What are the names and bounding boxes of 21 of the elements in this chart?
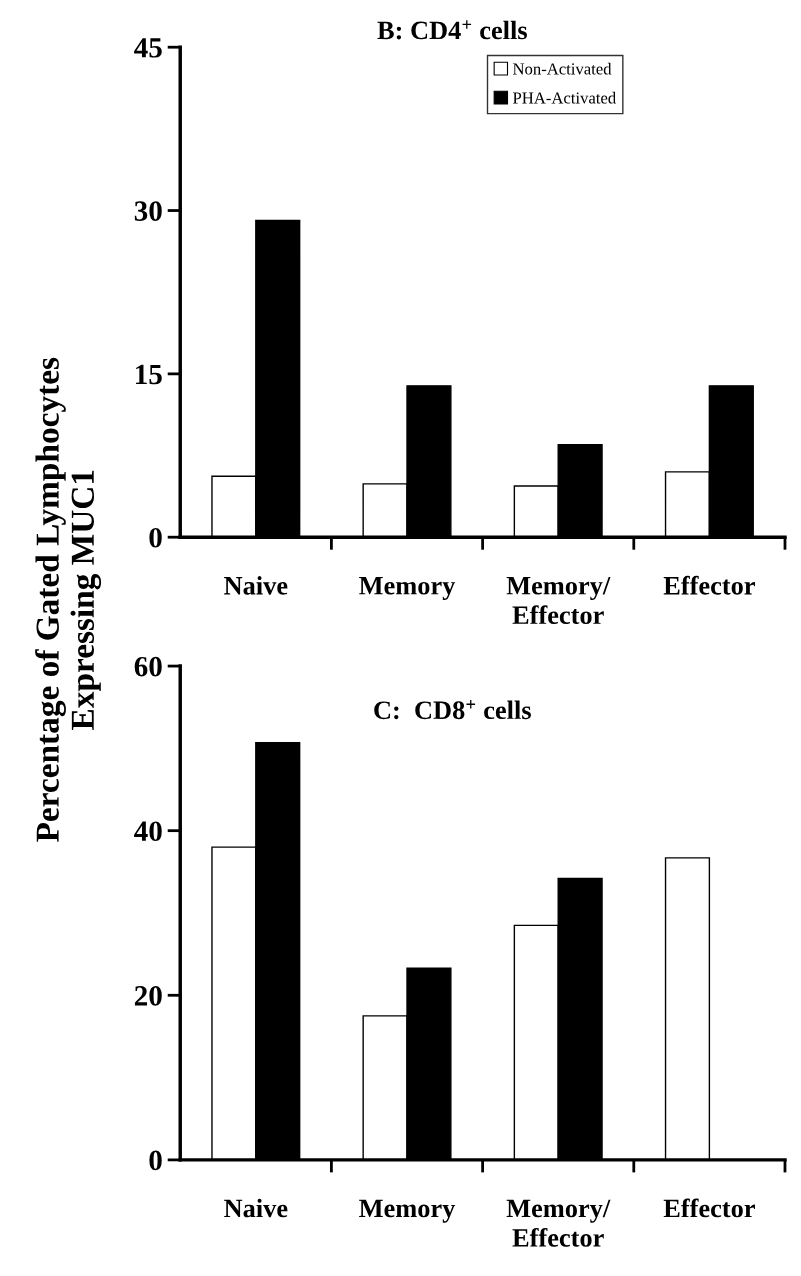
y-axis-title: Percentage of Gated Lymphocytes Expressing MUC1	[35, 357, 102, 842]
x-tick-label: Naive	[224, 1198, 288, 1218]
y-tick-label: 40	[134, 821, 162, 842]
chart-title: B: CD4$^{+}$ cells	[377, 20, 527, 40]
legend-label: PHA-Activated	[512, 91, 616, 104]
y-tick-label: 30	[134, 201, 162, 221]
x-tick-label: Memory	[359, 1199, 456, 1223]
text: C: CD8$^{+}$ cells	[374, 699, 531, 720]
y-tick-label: 0	[149, 527, 162, 548]
y-tick-label: 20	[134, 986, 162, 1006]
x-tick-label: Naive	[224, 576, 288, 595]
y-tick-label: 0	[149, 1150, 162, 1171]
x-tick-label: Effector	[663, 1198, 755, 1218]
legend-label: Non-Activated	[512, 62, 612, 75]
x-tick-label: Effector	[663, 575, 755, 595]
y-tick-label: 60	[134, 656, 162, 677]
x-tick-label: Memory/ Effector	[506, 576, 611, 625]
y-tick-label: 15	[136, 364, 162, 385]
y-tick-label: 45	[134, 38, 162, 58]
x-tick-label: Memory/ Effector	[506, 1199, 611, 1247]
x-tick-label: Memory	[359, 577, 456, 601]
